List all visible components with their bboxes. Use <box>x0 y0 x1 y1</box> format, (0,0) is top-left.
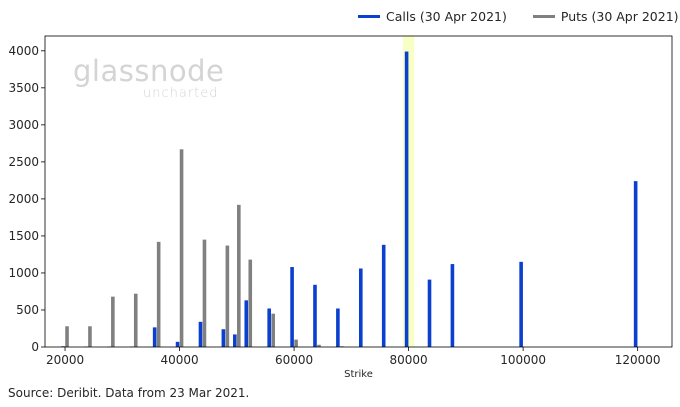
watermark-brand: glassnode <box>73 54 225 88</box>
y-tick-label-3500: 3500 <box>8 81 39 95</box>
y-tick-label-3000: 3000 <box>8 118 39 132</box>
legend-item-calls: Calls (30 Apr 2021) <box>358 9 507 24</box>
y-tick-label-1500: 1500 <box>8 229 39 243</box>
y-tick-label-1000: 1000 <box>8 266 39 280</box>
x-tick-label-120000: 120000 <box>615 353 661 367</box>
bar-puts-56000 <box>271 313 275 347</box>
bar-calls-44000 <box>198 321 203 347</box>
bar-puts-44000 <box>202 239 207 347</box>
bar-puts-64000 <box>317 344 321 347</box>
bar-calls-40000 <box>175 341 180 347</box>
bar-puts-32000 <box>133 293 138 347</box>
glassnode-watermark: glassnode uncharted <box>73 54 225 101</box>
x-tick-label-40000: 40000 <box>160 353 198 367</box>
legend-label-puts: Puts (30 Apr 2021) <box>560 9 679 24</box>
bar-calls-88000 <box>450 264 455 347</box>
legend-swatch-puts <box>532 15 555 18</box>
watermark-subtitle: uncharted <box>143 86 219 101</box>
bar-calls-76000 <box>381 244 386 347</box>
bar-calls-80000 <box>404 51 409 348</box>
bar-calls-100000 <box>519 261 523 347</box>
y-tick-label-500: 500 <box>16 303 39 317</box>
bar-calls-50000 <box>233 334 237 347</box>
legend-swatch-calls <box>358 15 380 18</box>
bar-calls-60000 <box>290 267 294 347</box>
bar-puts-24000 <box>88 326 92 347</box>
plot-frame <box>44 35 673 348</box>
bar-puts-28000 <box>111 296 115 347</box>
legend-label-calls: Calls (30 Apr 2021) <box>386 9 507 24</box>
bar-calls-36000 <box>152 327 157 347</box>
source-note: Source: Deribit. Data from 23 Mar 2021. <box>8 386 250 400</box>
highlight-band-80k <box>402 36 415 347</box>
bar-puts-40000 <box>179 149 184 347</box>
bars-layer <box>61 51 638 348</box>
bar-puts-50000 <box>237 204 241 347</box>
y-tick-label-2500: 2500 <box>8 155 39 169</box>
bar-calls-48000 <box>221 329 226 347</box>
bar-calls-72000 <box>358 268 363 347</box>
legend-item-puts: Puts (30 Apr 2021) <box>532 9 679 24</box>
bar-calls-68000 <box>336 308 340 347</box>
y-tick-label-4000: 4000 <box>8 44 39 58</box>
y-tick-label-0: 0 <box>31 340 39 354</box>
x-tick-label-80000: 80000 <box>390 353 428 367</box>
x-tick-label-60000: 60000 <box>275 353 313 367</box>
x-tick-label-100000: 100000 <box>500 353 546 367</box>
bar-calls-84000 <box>427 279 432 347</box>
x-axis-label: Strike <box>344 369 373 380</box>
axes-layer: 0 500 1000 1500 2000 2500 3000 3500 4000 20000 400… <box>8 35 673 367</box>
bar-puts-60000 <box>294 339 298 347</box>
bar-puts-52000 <box>248 259 253 347</box>
y-tick-label-2000: 2000 <box>8 192 39 206</box>
chart-legend: Calls (30 Apr 2021) Puts (30 Apr 2021) <box>358 9 680 24</box>
bar-puts-48000 <box>225 245 230 347</box>
bar-calls-120000 <box>633 181 638 347</box>
bar-calls-64000 <box>313 284 317 347</box>
x-tick-label-20000: 20000 <box>46 353 84 367</box>
bar-puts-20000 <box>65 326 69 347</box>
bar-calls-52000 <box>244 300 249 347</box>
bar-calls-56000 <box>267 308 271 347</box>
bar-puts-36000 <box>156 241 161 347</box>
